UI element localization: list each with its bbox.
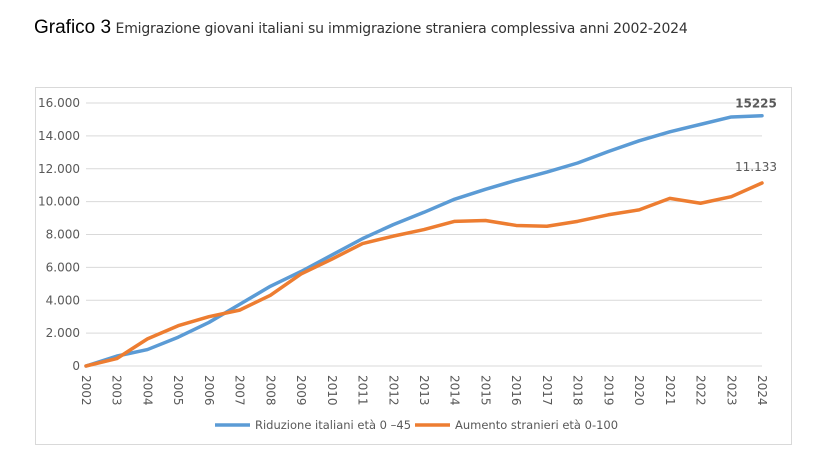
x-tick-label: 2010 xyxy=(325,375,339,406)
x-tick-label: 2016 xyxy=(509,375,523,406)
x-tick-label: 2013 xyxy=(417,375,431,406)
series-line-1 xyxy=(84,113,764,368)
y-tick-label: 8.000 xyxy=(46,228,80,242)
figure-title: Grafico 3 Emigrazione giovani italiani s… xyxy=(34,17,688,39)
y-tick-label: 16.000 xyxy=(38,96,80,110)
x-tick-label: 2008 xyxy=(263,375,277,406)
chart-frame xyxy=(35,87,792,445)
x-tick-label: 2007 xyxy=(233,375,247,406)
y-tick-label: 12.000 xyxy=(38,162,80,176)
legend-label: Riduzione italiani età 0 –45 xyxy=(255,418,411,432)
x-tick-label: 2002 xyxy=(79,375,93,406)
data-label: 11.133 xyxy=(735,160,777,174)
y-tick-label: 14.000 xyxy=(38,129,80,143)
x-tick-label: 2012 xyxy=(386,375,400,406)
y-tick-label: 2.000 xyxy=(46,326,80,340)
x-tick-label: 2011 xyxy=(356,375,370,406)
x-tick-label: 2015 xyxy=(478,375,492,406)
legend-label: Aumento stranieri età 0-100 xyxy=(455,418,618,432)
x-tick-label: 2017 xyxy=(540,375,554,406)
x-tick-label: 2005 xyxy=(171,375,185,406)
x-tick-label: 2014 xyxy=(448,375,462,406)
x-tick-label: 2018 xyxy=(571,375,585,406)
data-label: 15225 xyxy=(735,97,777,111)
figure-number: Grafico 3 xyxy=(34,17,112,38)
x-tick-label: 2024 xyxy=(755,375,769,406)
x-tick-label: 2006 xyxy=(202,375,216,406)
x-tick-label: 2022 xyxy=(694,375,708,406)
y-tick-label: 4.000 xyxy=(46,293,80,307)
y-tick-label: 6.000 xyxy=(46,260,80,274)
x-tick-label: 2020 xyxy=(632,375,646,406)
x-tick-label: 2009 xyxy=(294,375,308,406)
y-tick-label: 0 xyxy=(72,359,80,373)
x-tick-label: 2021 xyxy=(663,375,677,406)
x-tick-label: 2003 xyxy=(110,375,124,406)
x-tick-label: 2004 xyxy=(140,375,154,406)
y-tick-label: 10.000 xyxy=(38,195,80,209)
x-tick-label: 2019 xyxy=(601,375,615,406)
figure-subtitle: Emigrazione giovani italiani su immigraz… xyxy=(115,21,688,37)
x-tick-label: 2023 xyxy=(724,375,738,406)
